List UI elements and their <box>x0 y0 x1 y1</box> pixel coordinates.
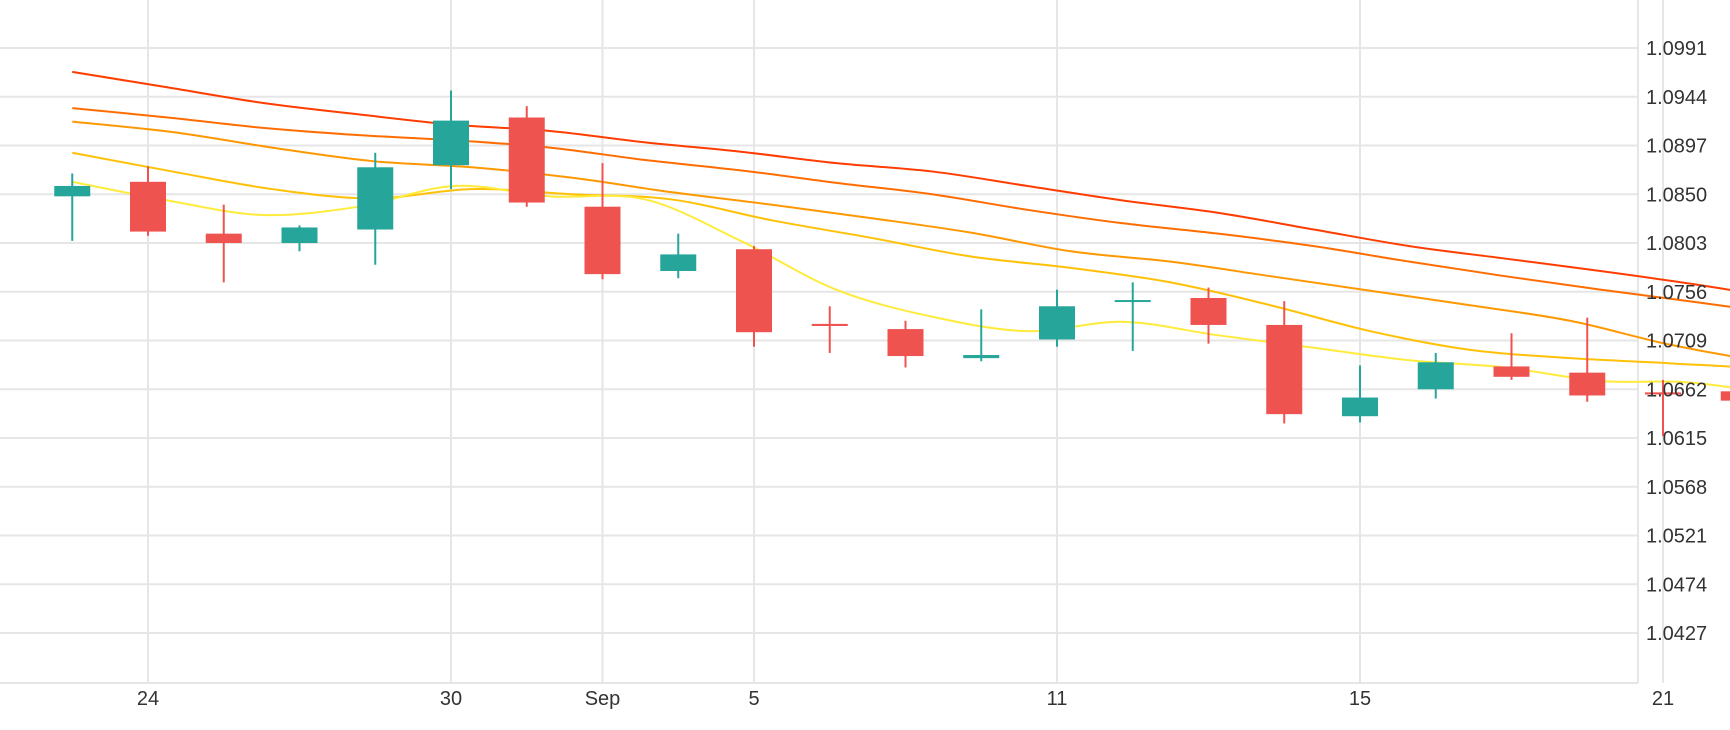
moving-average-line <box>72 107 1730 308</box>
y-tick-label: 1.0521 <box>1646 526 1707 548</box>
y-tick-label: 1.0474 <box>1646 574 1707 596</box>
candle <box>1720 391 1730 401</box>
candle <box>1645 379 1681 436</box>
moving-average-line <box>72 120 1730 358</box>
y-tick-label: 1.0568 <box>1646 477 1707 499</box>
candle-body <box>1114 300 1151 303</box>
moving-average-line <box>72 151 1730 368</box>
x-tick-label: 11 <box>1047 688 1068 710</box>
x-tick-label: Sep <box>585 688 621 710</box>
moving-average-layer <box>72 70 1730 389</box>
candle <box>584 163 621 280</box>
candle-body <box>1720 391 1730 401</box>
candle-body <box>1039 306 1075 340</box>
candle-body <box>357 167 394 230</box>
candle <box>1569 317 1606 402</box>
candle-body <box>660 254 697 272</box>
candle-body <box>508 117 545 203</box>
candle-body <box>887 329 924 357</box>
y-tick-label: 1.0615 <box>1646 428 1707 450</box>
y-axis-labels: 1.0991 1.0944 1.0897 1.0850 1.0803 1.0756 1.07… <box>1646 38 1707 645</box>
candle <box>205 204 242 283</box>
x-tick-label: 15 <box>1349 688 1371 710</box>
candle-body <box>736 249 772 333</box>
x-tick-label: 24 <box>137 688 159 710</box>
x-tick-label: 5 <box>748 688 759 710</box>
candle-body <box>1190 297 1227 325</box>
candle-body <box>54 185 91 197</box>
y-tick-label: 1.0427 <box>1646 623 1707 645</box>
candle-body <box>1493 366 1530 377</box>
candle-layer <box>54 90 1730 436</box>
candle <box>433 90 469 190</box>
candle <box>54 173 91 241</box>
candle <box>660 233 697 279</box>
candle <box>1493 333 1530 380</box>
y-tick-label: 1.0944 <box>1646 87 1707 109</box>
y-tick-label: 1.0803 <box>1646 233 1707 255</box>
candle-body <box>1569 372 1606 396</box>
candle <box>281 225 318 252</box>
candle <box>1417 352 1454 399</box>
candle-body <box>1417 362 1454 390</box>
candle <box>887 320 924 368</box>
candle-body <box>130 181 166 232</box>
y-tick-label: 1.0850 <box>1646 184 1707 206</box>
y-tick-label: 1.0756 <box>1646 282 1707 304</box>
candle <box>1190 287 1227 344</box>
candle-body <box>1342 397 1378 417</box>
candle <box>1114 282 1151 351</box>
candle <box>1342 365 1378 423</box>
candle-body <box>584 206 621 275</box>
x-tick-label: 21 <box>1652 688 1674 710</box>
candle <box>130 166 166 236</box>
candle-body <box>433 120 469 166</box>
candle <box>508 106 545 207</box>
candle-body <box>963 355 1000 359</box>
x-tick-label: 30 <box>440 688 462 710</box>
candle <box>1039 289 1075 347</box>
candle-body <box>1645 392 1681 395</box>
candle <box>736 246 772 347</box>
x-axis-labels: 2430Sep511152127Oct2 <box>137 688 1674 710</box>
candle <box>1266 301 1303 424</box>
y-tick-label: 1.0897 <box>1646 136 1707 158</box>
y-tick-label: 1.0709 <box>1646 331 1707 353</box>
candle-body <box>205 233 242 243</box>
candle <box>963 309 1000 362</box>
candle-body <box>811 323 848 326</box>
y-tick-label: 1.0662 <box>1646 379 1707 401</box>
candle <box>811 306 848 353</box>
candle <box>357 152 394 265</box>
candle-body <box>1266 324 1303 415</box>
candle-body <box>281 227 318 243</box>
y-tick-label: 1.0991 <box>1646 38 1707 60</box>
